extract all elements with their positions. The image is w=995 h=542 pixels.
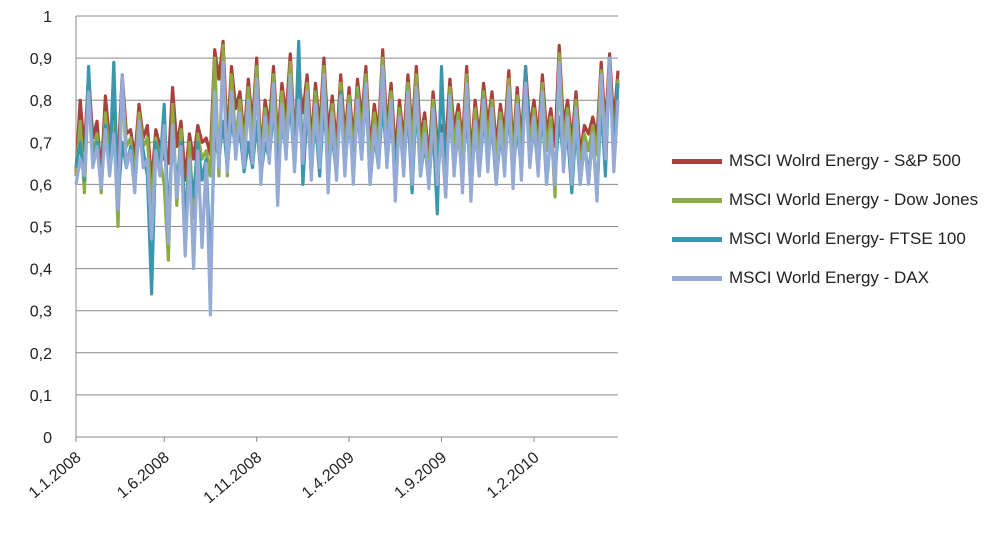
legend-item-dowjones: MSCI World Energy - Dow Jones <box>672 187 992 213</box>
x-tick-label: 1.11.2008 <box>201 449 266 507</box>
chart-legend: MSCI Wolrd Energy - S&P 500 MSCI World E… <box>672 148 992 304</box>
y-tick-label: 1 <box>43 9 52 26</box>
y-tick-label: 0,1 <box>30 388 52 405</box>
legend-item-ftse100: MSCI World Energy- FTSE 100 <box>672 226 992 252</box>
axes <box>75 16 618 442</box>
legend-swatch-sp500 <box>672 159 722 164</box>
x-tick-label: 1.9.2009 <box>391 449 450 502</box>
x-tick-label: 1.4.2009 <box>299 449 358 502</box>
x-tick-labels: 1.1.2008 1.6.2008 1.11.2008 1.4.2009 1.9.200… <box>26 449 543 507</box>
legend-label-sp500: MSCI Wolrd Energy - S&P 500 <box>729 151 961 170</box>
y-tick-labels: 0 0,1 0,2 0,3 0,4 0,5 0,6 0,7 0,8 0,9 1 <box>30 9 52 447</box>
x-tick-label: 1.1.2008 <box>26 449 85 502</box>
y-tick-label: 0,4 <box>30 262 52 279</box>
x-tick-label: 1.6.2008 <box>114 449 173 502</box>
y-tick-label: 0,6 <box>30 177 52 194</box>
y-tick-label: 0,9 <box>30 51 52 68</box>
y-tick-label: 0,2 <box>30 346 52 363</box>
y-tick-label: 0,5 <box>30 220 52 237</box>
y-tick-label: 0,8 <box>30 93 52 110</box>
legend-item-sp500: MSCI Wolrd Energy - S&P 500 <box>672 148 992 174</box>
legend-swatch-dowjones <box>672 198 722 203</box>
y-tick-label: 0 <box>43 430 52 447</box>
legend-swatch-ftse100 <box>672 237 722 242</box>
legend-label-dowjones: MSCI World Energy - Dow Jones <box>729 190 979 209</box>
legend-swatch-dax <box>672 276 722 281</box>
legend-label-ftse100: MSCI World Energy- FTSE 100 <box>729 229 966 248</box>
y-tick-label: 0,3 <box>30 304 52 321</box>
series-line-dax <box>74 56 620 317</box>
series-lines <box>74 39 620 317</box>
x-tick-label: 1.2.2010 <box>484 449 543 502</box>
y-tick-label: 0,7 <box>30 135 52 152</box>
legend-item-dax: MSCI World Energy - DAX <box>672 265 992 291</box>
legend-label-dax: MSCI World Energy - DAX <box>729 268 929 287</box>
gridlines <box>76 15 618 396</box>
